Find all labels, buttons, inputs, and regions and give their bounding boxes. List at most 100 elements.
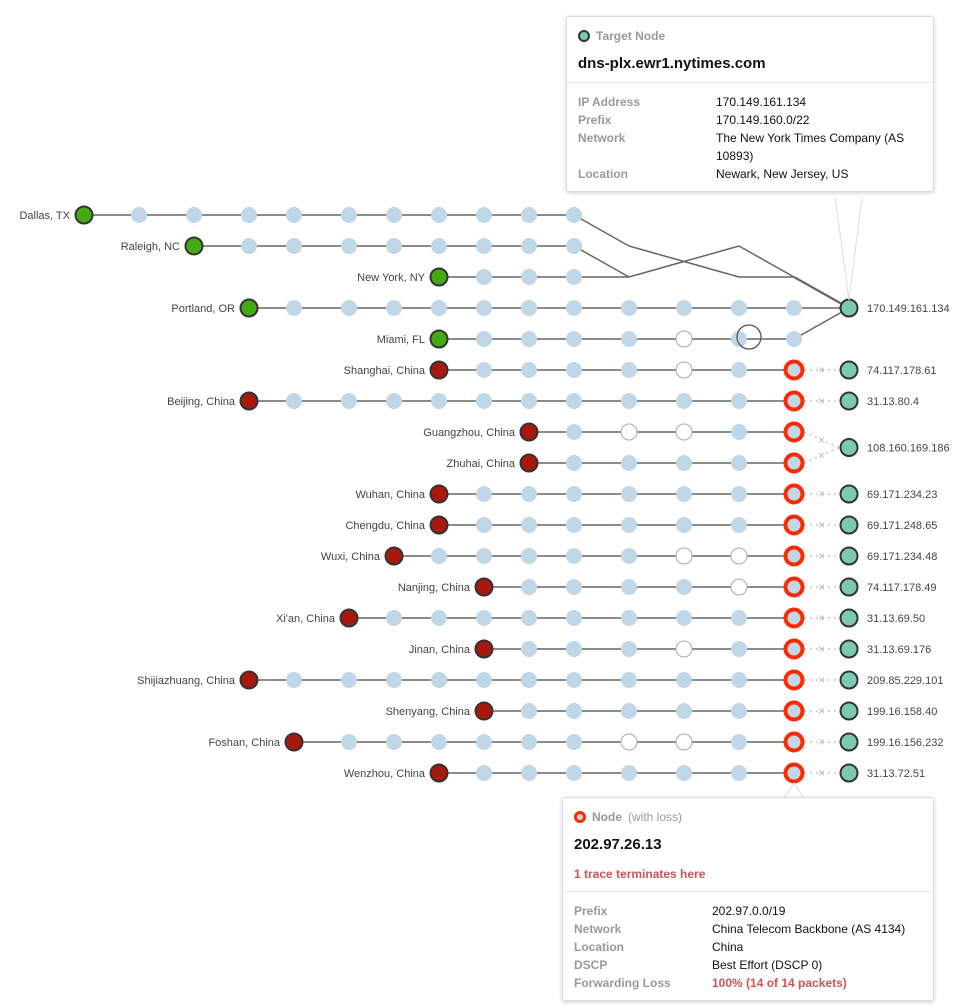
unresponsive-node[interactable] xyxy=(620,423,638,441)
loss-node[interactable] xyxy=(783,607,805,629)
loss-node[interactable] xyxy=(783,514,805,536)
unresponsive-node[interactable] xyxy=(675,330,693,348)
source-agent-node[interactable] xyxy=(429,484,449,504)
hop-node[interactable] xyxy=(286,300,302,316)
loss-node[interactable] xyxy=(783,390,805,412)
loss-node[interactable] xyxy=(783,638,805,660)
hop-node[interactable] xyxy=(731,765,747,781)
source-agent-node[interactable] xyxy=(519,453,539,473)
hop-node[interactable] xyxy=(731,517,747,533)
hop-node[interactable] xyxy=(786,300,802,316)
hop-node[interactable] xyxy=(621,765,637,781)
hop-node[interactable] xyxy=(386,207,402,223)
hop-node[interactable] xyxy=(566,703,582,719)
hop-node[interactable] xyxy=(566,579,582,595)
hop-node[interactable] xyxy=(521,238,537,254)
hop-node[interactable] xyxy=(676,703,692,719)
source-agent-node[interactable] xyxy=(184,236,204,256)
hop-node[interactable] xyxy=(341,672,357,688)
hop-node[interactable] xyxy=(566,548,582,564)
hop-node[interactable] xyxy=(476,238,492,254)
source-agent-node[interactable] xyxy=(429,329,449,349)
unresponsive-node[interactable] xyxy=(675,423,693,441)
hop-node[interactable] xyxy=(731,424,747,440)
source-agent-node[interactable] xyxy=(429,763,449,783)
hop-node[interactable] xyxy=(476,269,492,285)
hop-node[interactable] xyxy=(521,579,537,595)
target-node[interactable] xyxy=(839,438,859,457)
hop-node[interactable] xyxy=(731,703,747,719)
hop-node[interactable] xyxy=(286,672,302,688)
hop-node[interactable] xyxy=(341,300,357,316)
source-agent-node[interactable] xyxy=(429,267,449,287)
hop-node[interactable] xyxy=(566,455,582,471)
hop-node[interactable] xyxy=(431,207,447,223)
target-node[interactable] xyxy=(839,701,859,721)
hop-node[interactable] xyxy=(621,610,637,626)
hop-node[interactable] xyxy=(731,641,747,657)
hop-node[interactable] xyxy=(676,517,692,533)
hop-node[interactable] xyxy=(731,672,747,688)
hop-node[interactable] xyxy=(521,703,537,719)
source-agent-node[interactable] xyxy=(429,360,449,380)
target-node[interactable] xyxy=(839,298,859,318)
hop-node[interactable] xyxy=(521,300,537,316)
loss-node[interactable] xyxy=(783,576,805,598)
hop-node[interactable] xyxy=(521,734,537,750)
hop-node[interactable] xyxy=(241,238,257,254)
hop-node[interactable] xyxy=(341,393,357,409)
hop-node[interactable] xyxy=(521,486,537,502)
hop-node[interactable] xyxy=(386,393,402,409)
target-node[interactable] xyxy=(839,360,859,380)
hop-node[interactable] xyxy=(386,300,402,316)
hop-node[interactable] xyxy=(621,641,637,657)
source-agent-node[interactable] xyxy=(239,670,259,690)
hop-node[interactable] xyxy=(676,455,692,471)
hop-node[interactable] xyxy=(566,362,582,378)
hop-node[interactable] xyxy=(386,610,402,626)
hop-node[interactable] xyxy=(731,455,747,471)
hop-node[interactable] xyxy=(476,207,492,223)
hop-node[interactable] xyxy=(786,331,802,347)
hop-node[interactable] xyxy=(476,393,492,409)
hop-node[interactable] xyxy=(621,579,637,595)
hop-node[interactable] xyxy=(731,300,747,316)
source-agent-node[interactable] xyxy=(339,608,359,628)
hop-node[interactable] xyxy=(431,610,447,626)
hop-node[interactable] xyxy=(241,207,257,223)
hop-node[interactable] xyxy=(676,579,692,595)
hop-node[interactable] xyxy=(676,300,692,316)
hop-node[interactable] xyxy=(621,486,637,502)
target-node[interactable] xyxy=(839,763,859,783)
hop-node[interactable] xyxy=(676,672,692,688)
hop-node[interactable] xyxy=(476,765,492,781)
hop-node[interactable] xyxy=(186,207,202,223)
hop-node[interactable] xyxy=(566,331,582,347)
hop-node[interactable] xyxy=(131,207,147,223)
loss-node[interactable] xyxy=(783,731,805,753)
source-agent-node[interactable] xyxy=(474,701,494,721)
hop-node[interactable] xyxy=(621,455,637,471)
unresponsive-node[interactable] xyxy=(620,733,638,751)
hop-node[interactable] xyxy=(431,238,447,254)
hop-node[interactable] xyxy=(521,517,537,533)
hop-node[interactable] xyxy=(676,610,692,626)
hop-node[interactable] xyxy=(566,424,582,440)
target-node[interactable] xyxy=(839,608,859,628)
target-node[interactable] xyxy=(839,546,859,566)
loss-node[interactable] xyxy=(783,545,805,567)
target-node[interactable] xyxy=(839,484,859,504)
hop-node[interactable] xyxy=(431,300,447,316)
source-agent-node[interactable] xyxy=(429,515,449,535)
source-agent-node[interactable] xyxy=(74,205,94,225)
target-node[interactable] xyxy=(839,732,859,752)
hop-node[interactable] xyxy=(566,486,582,502)
hop-node[interactable] xyxy=(521,362,537,378)
hop-node[interactable] xyxy=(621,672,637,688)
hop-node[interactable] xyxy=(731,362,747,378)
source-agent-node[interactable] xyxy=(519,422,539,442)
hop-node[interactable] xyxy=(621,393,637,409)
hop-node[interactable] xyxy=(431,548,447,564)
hop-node[interactable] xyxy=(286,393,302,409)
hop-node[interactable] xyxy=(521,641,537,657)
